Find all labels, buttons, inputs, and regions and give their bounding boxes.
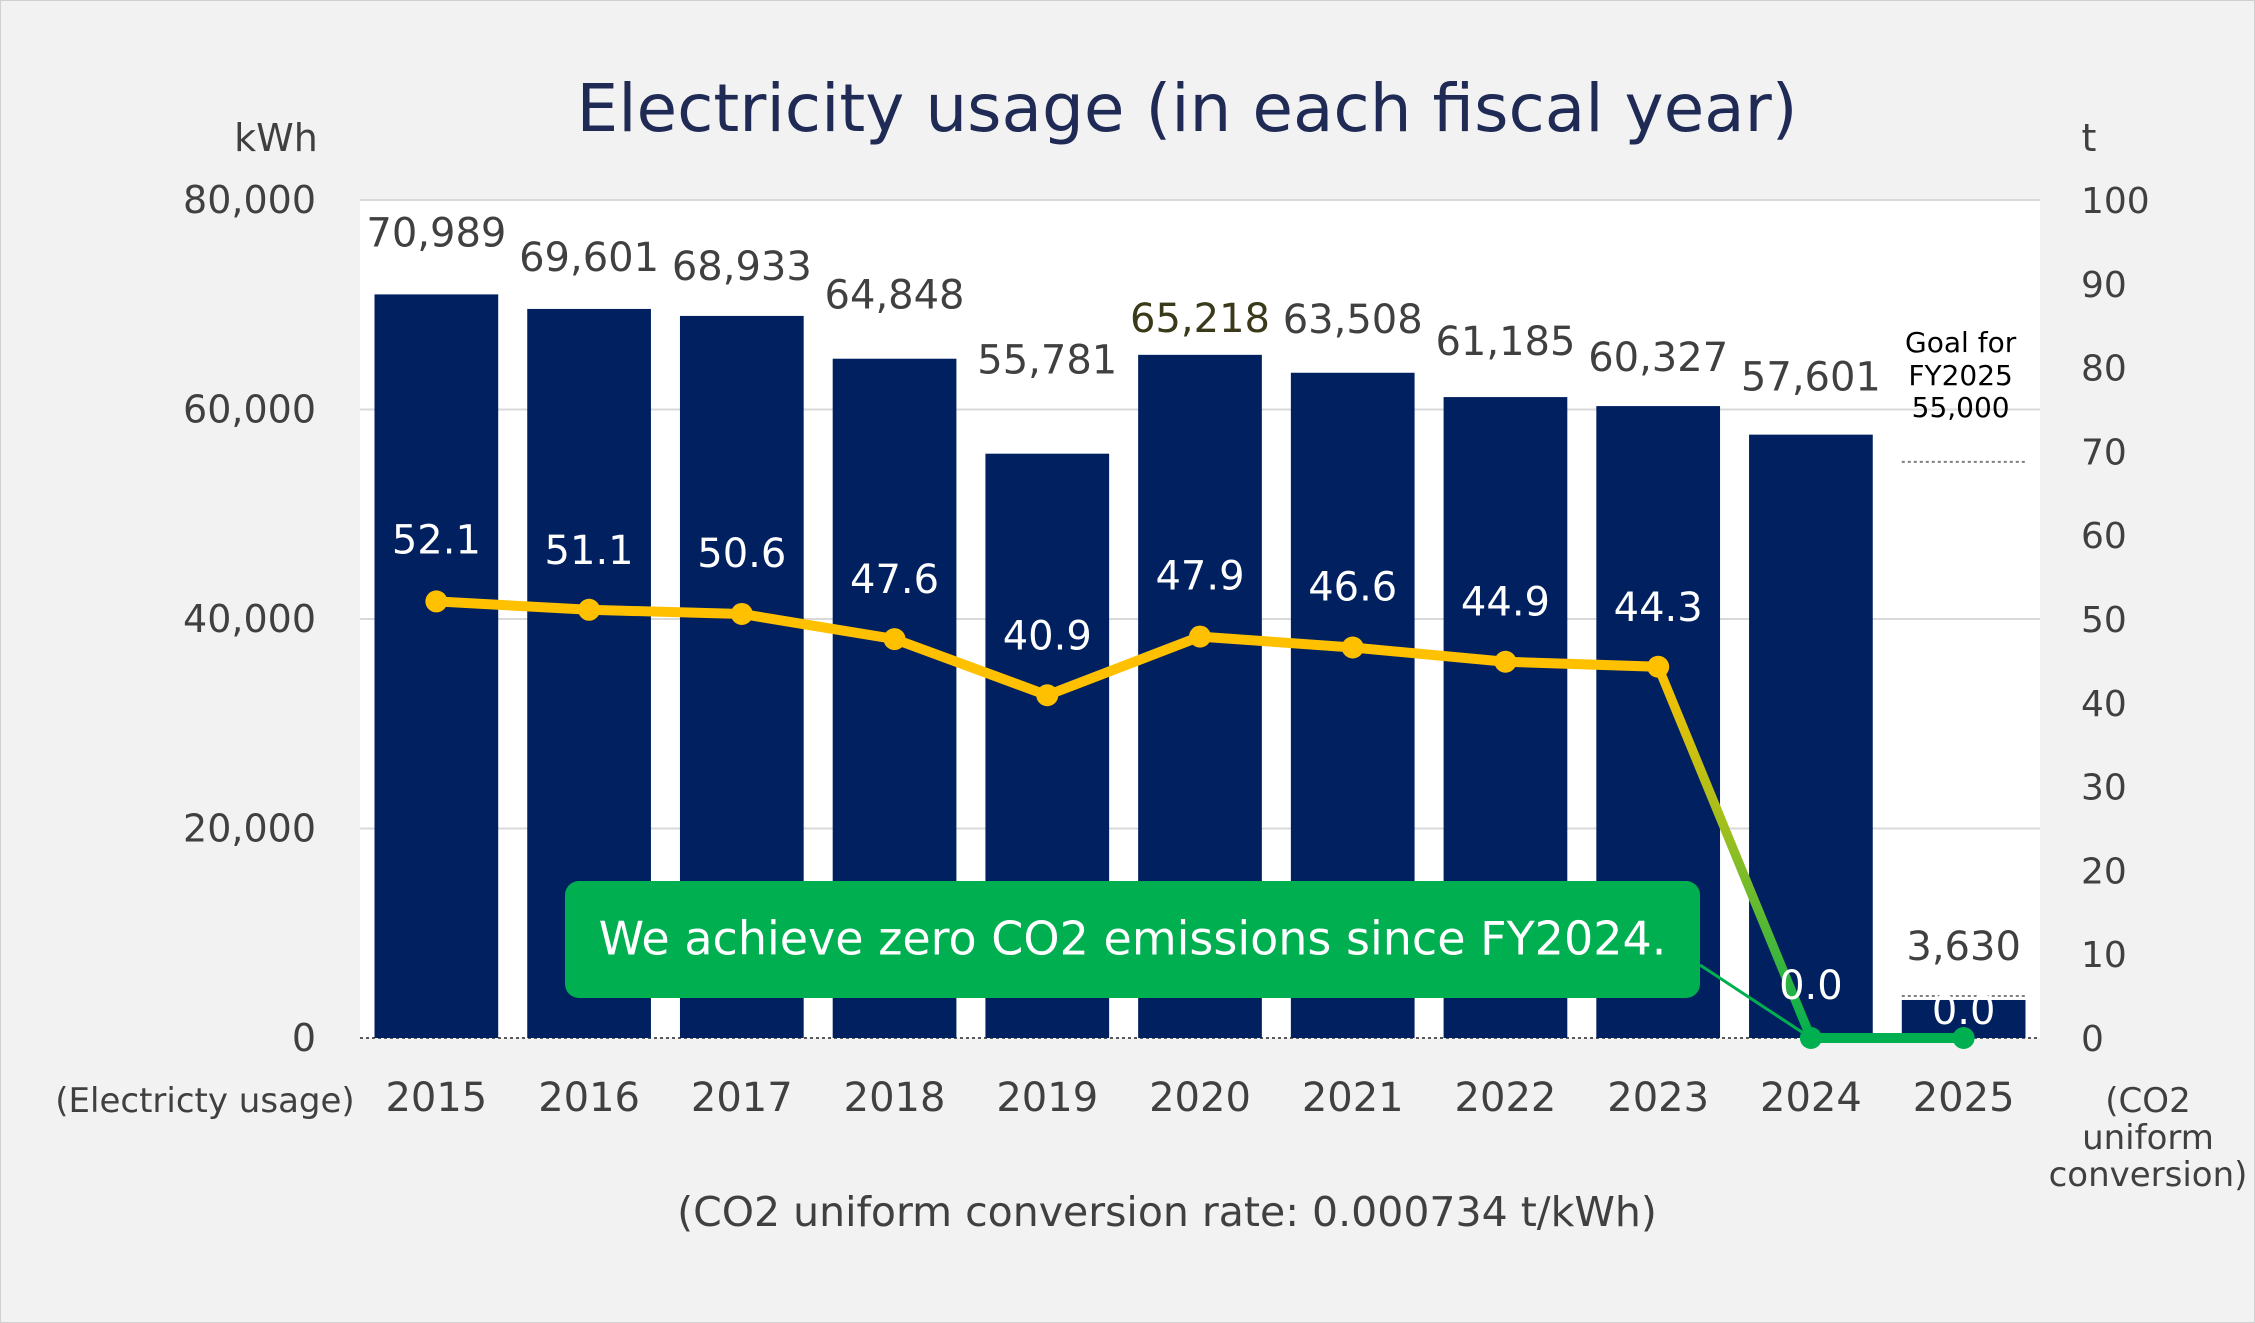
left-axis-tick-label: 80,000 <box>183 178 316 222</box>
goal-label-line: 55,000 <box>1912 391 2010 424</box>
line-point <box>1952 1027 1975 1049</box>
goal-label-line: FY2025 <box>1908 359 2012 392</box>
callout-leader <box>1699 963 1812 1040</box>
line-value-label: 52.1 <box>392 517 481 563</box>
x-axis-tick-label: 2020 <box>1149 1075 1251 1121</box>
line-point <box>1189 625 1211 648</box>
goal-label-line: Goal for <box>1905 326 2017 359</box>
right-axis-title-line: (CO2 <box>2105 1081 2190 1121</box>
bar <box>374 294 499 1038</box>
line-value-label: 44.9 <box>1461 580 1550 626</box>
left-axis-tick-label: 40,000 <box>183 597 316 641</box>
left-axis-tick-label: 0 <box>292 1016 316 1060</box>
x-axis-tick-label: 2023 <box>1607 1075 1709 1121</box>
right-axis-tick-label: 60 <box>2081 516 2127 557</box>
line-point <box>1036 684 1059 707</box>
chart-title: Electricity usage (in each fiscal year) <box>577 70 1798 147</box>
callout: We achieve zero CO2 emissions since FY20… <box>565 881 1812 1040</box>
bar-value-label: 64,848 <box>825 273 965 319</box>
left-axis-tick-label: 20,000 <box>183 807 316 851</box>
x-axis-tick-label: 2018 <box>844 1075 946 1121</box>
left-axis-tick-label: 60,000 <box>183 388 316 432</box>
x-axis-tick-label: 2017 <box>691 1075 793 1121</box>
line-value-label: 0.0 <box>1779 963 1843 1009</box>
line-value-label: 47.9 <box>1155 554 1244 600</box>
x-axis-tick-label: 2022 <box>1455 1075 1557 1121</box>
callout-box <box>565 881 1700 998</box>
right-axis-tick-label: 20 <box>2081 851 2127 892</box>
line-value-label: 47.6 <box>850 557 939 603</box>
line-value-labels: 52.1 51.1 50.6 47.6 40.9 47.9 46.6 44.9 44.3 0.0 0… <box>392 517 1996 1034</box>
bar-value-label: 57,601 <box>1741 355 1881 401</box>
bar-value-label: 60,327 <box>1588 335 1728 381</box>
line-point <box>883 628 906 651</box>
x-axis-tick-label: 2015 <box>385 1075 487 1121</box>
right-axis-tick-label: 90 <box>2081 265 2127 306</box>
bar-value-label: 70,989 <box>366 210 506 256</box>
x-axis-tick-label: 2021 <box>1302 1075 1404 1121</box>
line-value-label: 51.1 <box>545 528 634 574</box>
bar <box>1749 434 1873 1038</box>
right-axis-tick-label: 0 <box>2081 1019 2104 1060</box>
x-axis-tick-label: 2025 <box>1913 1075 2015 1121</box>
right-axis-unit: t <box>2082 116 2097 160</box>
axes: 0 20,000 40,000 60,000 80,000 0 10 20 30 40 50 60 70… <box>55 116 2247 1195</box>
line-value-label: 46.6 <box>1308 564 1397 610</box>
bar-value-label: 55,781 <box>977 338 1117 384</box>
line-point <box>1494 650 1517 673</box>
right-axis-tick-label: 10 <box>2081 935 2127 976</box>
x-axis-tick-label: 2024 <box>1760 1075 1862 1121</box>
right-axis-tick-label: 80 <box>2081 349 2127 390</box>
line-point <box>425 590 448 613</box>
right-axis-tick-label: 30 <box>2081 768 2127 809</box>
footnote: (CO2 uniform conversion rate: 0.000734 t… <box>677 1188 1657 1236</box>
bar-value-label: 61,185 <box>1435 319 1575 365</box>
x-axis-tick-label: 2016 <box>538 1075 640 1121</box>
bar-value-label: 65,218 <box>1130 296 1270 342</box>
line-value-label: 0.0 <box>1932 988 1996 1034</box>
bar-value-label: 68,933 <box>672 244 812 290</box>
line-point <box>1341 636 1364 659</box>
line-point <box>730 602 753 625</box>
right-axis-title-line: conversion) <box>2049 1155 2248 1195</box>
line-value-label: 44.3 <box>1614 585 1703 631</box>
x-axis-tick-label: 2019 <box>996 1075 1098 1121</box>
bar-value-label: 69,601 <box>519 235 659 281</box>
left-axis-title: (Electricty usage) <box>55 1081 354 1121</box>
co2-line-series <box>425 590 1975 1049</box>
bar-value-label: 63,508 <box>1283 297 1423 343</box>
right-axis-tick-label: 70 <box>2081 432 2127 473</box>
right-axis-tick-label: 50 <box>2081 600 2127 641</box>
right-axis-tick-label: 100 <box>2081 181 2150 222</box>
line-value-label: 40.9 <box>1003 613 1092 659</box>
callout-text: We achieve zero CO2 emissions since FY20… <box>599 912 1667 966</box>
bar-value-labels: 70,989 69,601 68,933 64,848 55,781 65,218 63,5… <box>366 210 2021 970</box>
right-axis-title-line: uniform <box>2082 1118 2214 1158</box>
bar-value-label: 3,630 <box>1906 924 2021 970</box>
line-segment-drop <box>1653 666 1816 1038</box>
right-axis-tick-label: 40 <box>2081 684 2127 725</box>
line-point <box>578 598 601 621</box>
left-axis-unit: kWh <box>234 116 318 160</box>
line-value-label: 50.6 <box>697 531 786 577</box>
line-point <box>1647 655 1670 678</box>
